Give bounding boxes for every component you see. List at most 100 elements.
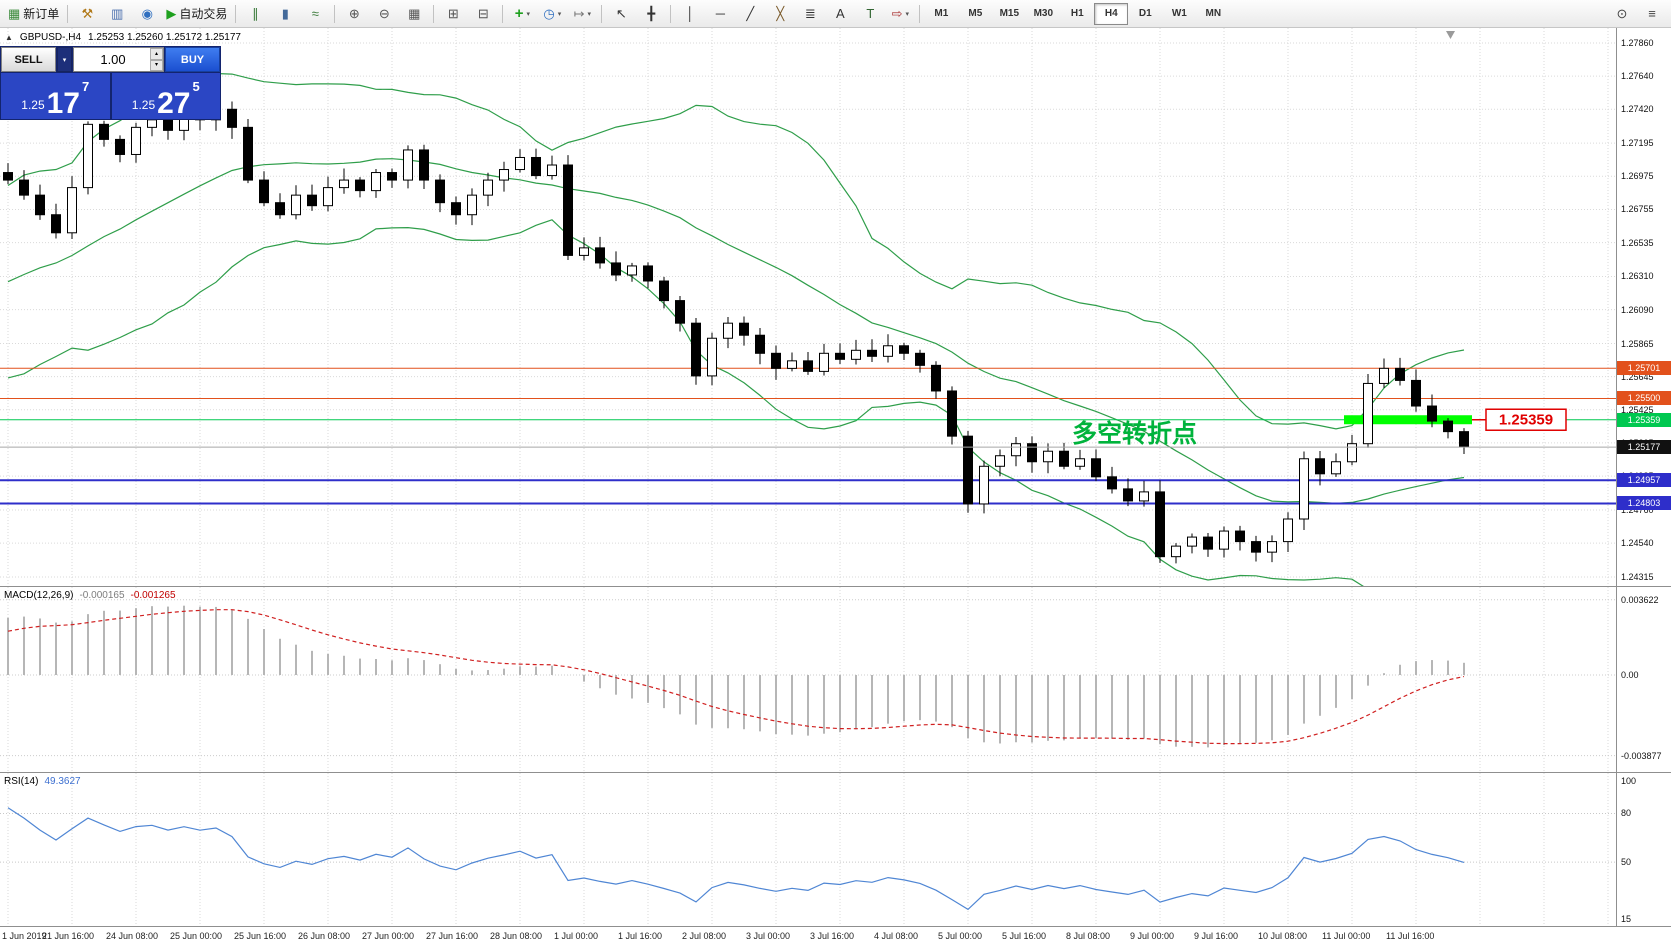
label-icon: T [866, 6, 875, 21]
bid-price-display[interactable]: 1.25 17 7 [1, 73, 110, 119]
rsi-name: RSI(14) [4, 776, 39, 787]
play-icon: ▶ [166, 5, 177, 21]
macd-scale[interactable]: 0.003622 0.00 -0.003877 [1616, 587, 1671, 772]
line-chart-type-button[interactable]: ≈ [300, 2, 330, 26]
ask-sup: 5 [192, 79, 200, 94]
quick-search-button[interactable]: ⊙ [1607, 2, 1637, 26]
timeframe-m30-button[interactable]: M30 [1033, 8, 1054, 19]
toolbar: ▦ 新订单 ⚒ ▥ ◉ ▶ 自动交易 ∥ ▮ ≈ ⊕ ⊖ ▦ ⊞ ⊟ + ▾ ◷ ▾ ↦ ▾ ↖ ╋ │ ─ ╱ ╳ ≣ A T ⇨ ▾ M1 M… [0, 0, 1671, 28]
timeframe-h4-button[interactable]: H4 [1094, 2, 1129, 25]
text-tool-button[interactable]: A [825, 2, 855, 26]
time-label: 25 Jun 16:00 [234, 931, 287, 941]
bar-chart-type-button[interactable]: ∥ [240, 2, 270, 26]
sell-button[interactable]: SELL [1, 47, 56, 72]
toolbar-separator [67, 4, 69, 23]
price-tick: 1.26755 [1621, 204, 1654, 214]
chart-window-button[interactable]: ▥ [102, 2, 132, 26]
price-tick: 1.25645 [1621, 372, 1654, 382]
zoom-out-button[interactable]: ⊖ [369, 2, 399, 26]
time-label: 25 Jun 00:00 [170, 931, 223, 941]
shapes-tool-button[interactable]: ⇨ ▾ [885, 2, 915, 26]
price-callout-text: 1.25359 [1499, 412, 1553, 429]
macd-signal-value: -0.001265 [130, 590, 176, 601]
crosshair-tool-button[interactable]: ╋ [636, 2, 666, 26]
buy-button[interactable]: BUY [165, 47, 220, 72]
candlestick-type-button[interactable]: ▮ [270, 2, 300, 26]
time-label: 8 Jul 08:00 [1066, 931, 1111, 941]
rsi-scale-label: 100 [1621, 776, 1637, 786]
lot-size-input[interactable] [74, 48, 163, 71]
horizontal-line-icon: ─ [715, 6, 725, 21]
new-order-button[interactable]: ▦ 新订单 [4, 2, 63, 26]
timeframe-m15-button[interactable]: M15 [999, 8, 1020, 19]
highlight-rectangle[interactable] [1344, 415, 1472, 425]
time-label: 27 Jun 16:00 [426, 931, 479, 941]
order-options-dropdown[interactable]: ▾ [57, 47, 72, 72]
chart-shift-marker-icon[interactable] [1446, 31, 1455, 39]
main-chart-canvas[interactable]: 多空转折点 1.25359 [0, 28, 1616, 586]
strategy-tester-button[interactable]: ⚒ [72, 2, 102, 26]
macd-scale-label: -0.003877 [1621, 751, 1662, 761]
rsi-plot: RSI(14) 49.3627 [0, 773, 1616, 926]
trade-controls-row: SELL ▾ ▴ ▾ BUY [1, 47, 220, 72]
label-tool-button[interactable]: T [855, 2, 885, 26]
timeframe-m5-button[interactable]: M5 [968, 8, 983, 19]
cascade-windows-button[interactable]: ⊟ [468, 2, 498, 26]
price-tick: 1.26975 [1621, 171, 1654, 181]
chart-window-icon: ▥ [111, 5, 124, 21]
toolbox-button[interactable]: ≡ [1637, 2, 1667, 26]
indicators-button[interactable]: + ▾ [507, 2, 537, 26]
grid-toggle-button[interactable]: ▦ [399, 2, 429, 26]
horizontal-line-tool-button[interactable]: ─ [705, 2, 735, 26]
time-label: 11 Jul 16:00 [1386, 931, 1435, 941]
price-level-badge: 1.24957 [1617, 473, 1671, 487]
ask-price-display[interactable]: 1.25 27 5 [111, 73, 220, 119]
price-callout-box[interactable] [1485, 408, 1567, 431]
lot-decrease-button[interactable]: ▾ [150, 59, 163, 71]
fibonacci-tool-button[interactable]: ╳ [765, 2, 795, 26]
cascade-windows-icon: ⊟ [477, 5, 489, 21]
lot-spinner: ▴ ▾ [150, 48, 163, 71]
market-watch-button[interactable]: ◉ [132, 2, 162, 26]
time-axis[interactable]: 1 Jun 2019 21 Jun 16:00 24 Jun 08:00 25 Jun… [0, 926, 1671, 946]
rsi-scale[interactable]: 100 80 50 15 [1616, 773, 1671, 926]
main-chart-panel: 多空转折点 1.25359 ▲ GBPUSD-,H4 1.25253 1.2526… [0, 28, 1671, 586]
macd-scale-label: 0.00 [1621, 670, 1639, 680]
price-level-badge: 1.25359 [1617, 413, 1671, 427]
zoom-out-icon: ⊖ [378, 5, 390, 21]
timeframe-d1-button[interactable]: D1 [1138, 8, 1152, 19]
annotation-text[interactable]: 多空转折点 [1072, 419, 1197, 448]
tile-windows-button[interactable]: ⊞ [438, 2, 468, 26]
templates-button[interactable]: ↦ ▾ [567, 2, 597, 26]
rsi-scale-label: 50 [1621, 857, 1632, 867]
trendline-tool-button[interactable]: ╱ [735, 2, 765, 26]
price-scale[interactable]: 1.27860 1.27640 1.27420 1.27195 1.26975 1.267… [1616, 28, 1671, 586]
line-chart-icon: ≈ [311, 6, 319, 21]
zoom-in-button[interactable]: ⊕ [339, 2, 369, 26]
rsi-value: 49.3627 [44, 776, 81, 787]
tile-windows-icon: ⊞ [447, 5, 459, 21]
rsi-canvas[interactable] [0, 773, 1616, 926]
timeframe-h1-button[interactable]: H1 [1070, 8, 1084, 19]
time-label: 26 Jun 08:00 [298, 931, 351, 941]
vertical-line-tool-button[interactable]: │ [675, 2, 705, 26]
channel-tool-button[interactable]: ≣ [795, 2, 825, 26]
cursor-tool-button[interactable]: ↖ [606, 2, 636, 26]
time-label: 9 Jul 16:00 [1194, 931, 1239, 941]
chevron-down-icon: ▾ [62, 56, 67, 64]
timeframe-mn-button[interactable]: MN [1205, 8, 1222, 19]
macd-canvas[interactable] [0, 587, 1616, 772]
ask-base: 1.25 [131, 98, 156, 112]
chart-collapse-icon[interactable]: ▲ [5, 33, 13, 42]
time-label: 21 Jun 16:00 [42, 931, 95, 941]
crosshair-icon: ╋ [647, 5, 656, 21]
periods-button[interactable]: ◷ ▾ [537, 2, 567, 26]
price-tick: 1.24540 [1621, 538, 1654, 548]
lot-increase-button[interactable]: ▴ [150, 48, 163, 60]
toolbar-separator [235, 4, 237, 23]
main-plot: 多空转折点 1.25359 ▲ GBPUSD-,H4 1.25253 1.2526… [0, 28, 1616, 586]
chevron-down-icon: ▾ [526, 10, 530, 18]
timeframe-w1-button[interactable]: W1 [1171, 8, 1187, 19]
auto-trading-button[interactable]: ▶ 自动交易 [162, 2, 231, 26]
timeframe-m1-button[interactable]: M1 [934, 8, 949, 19]
